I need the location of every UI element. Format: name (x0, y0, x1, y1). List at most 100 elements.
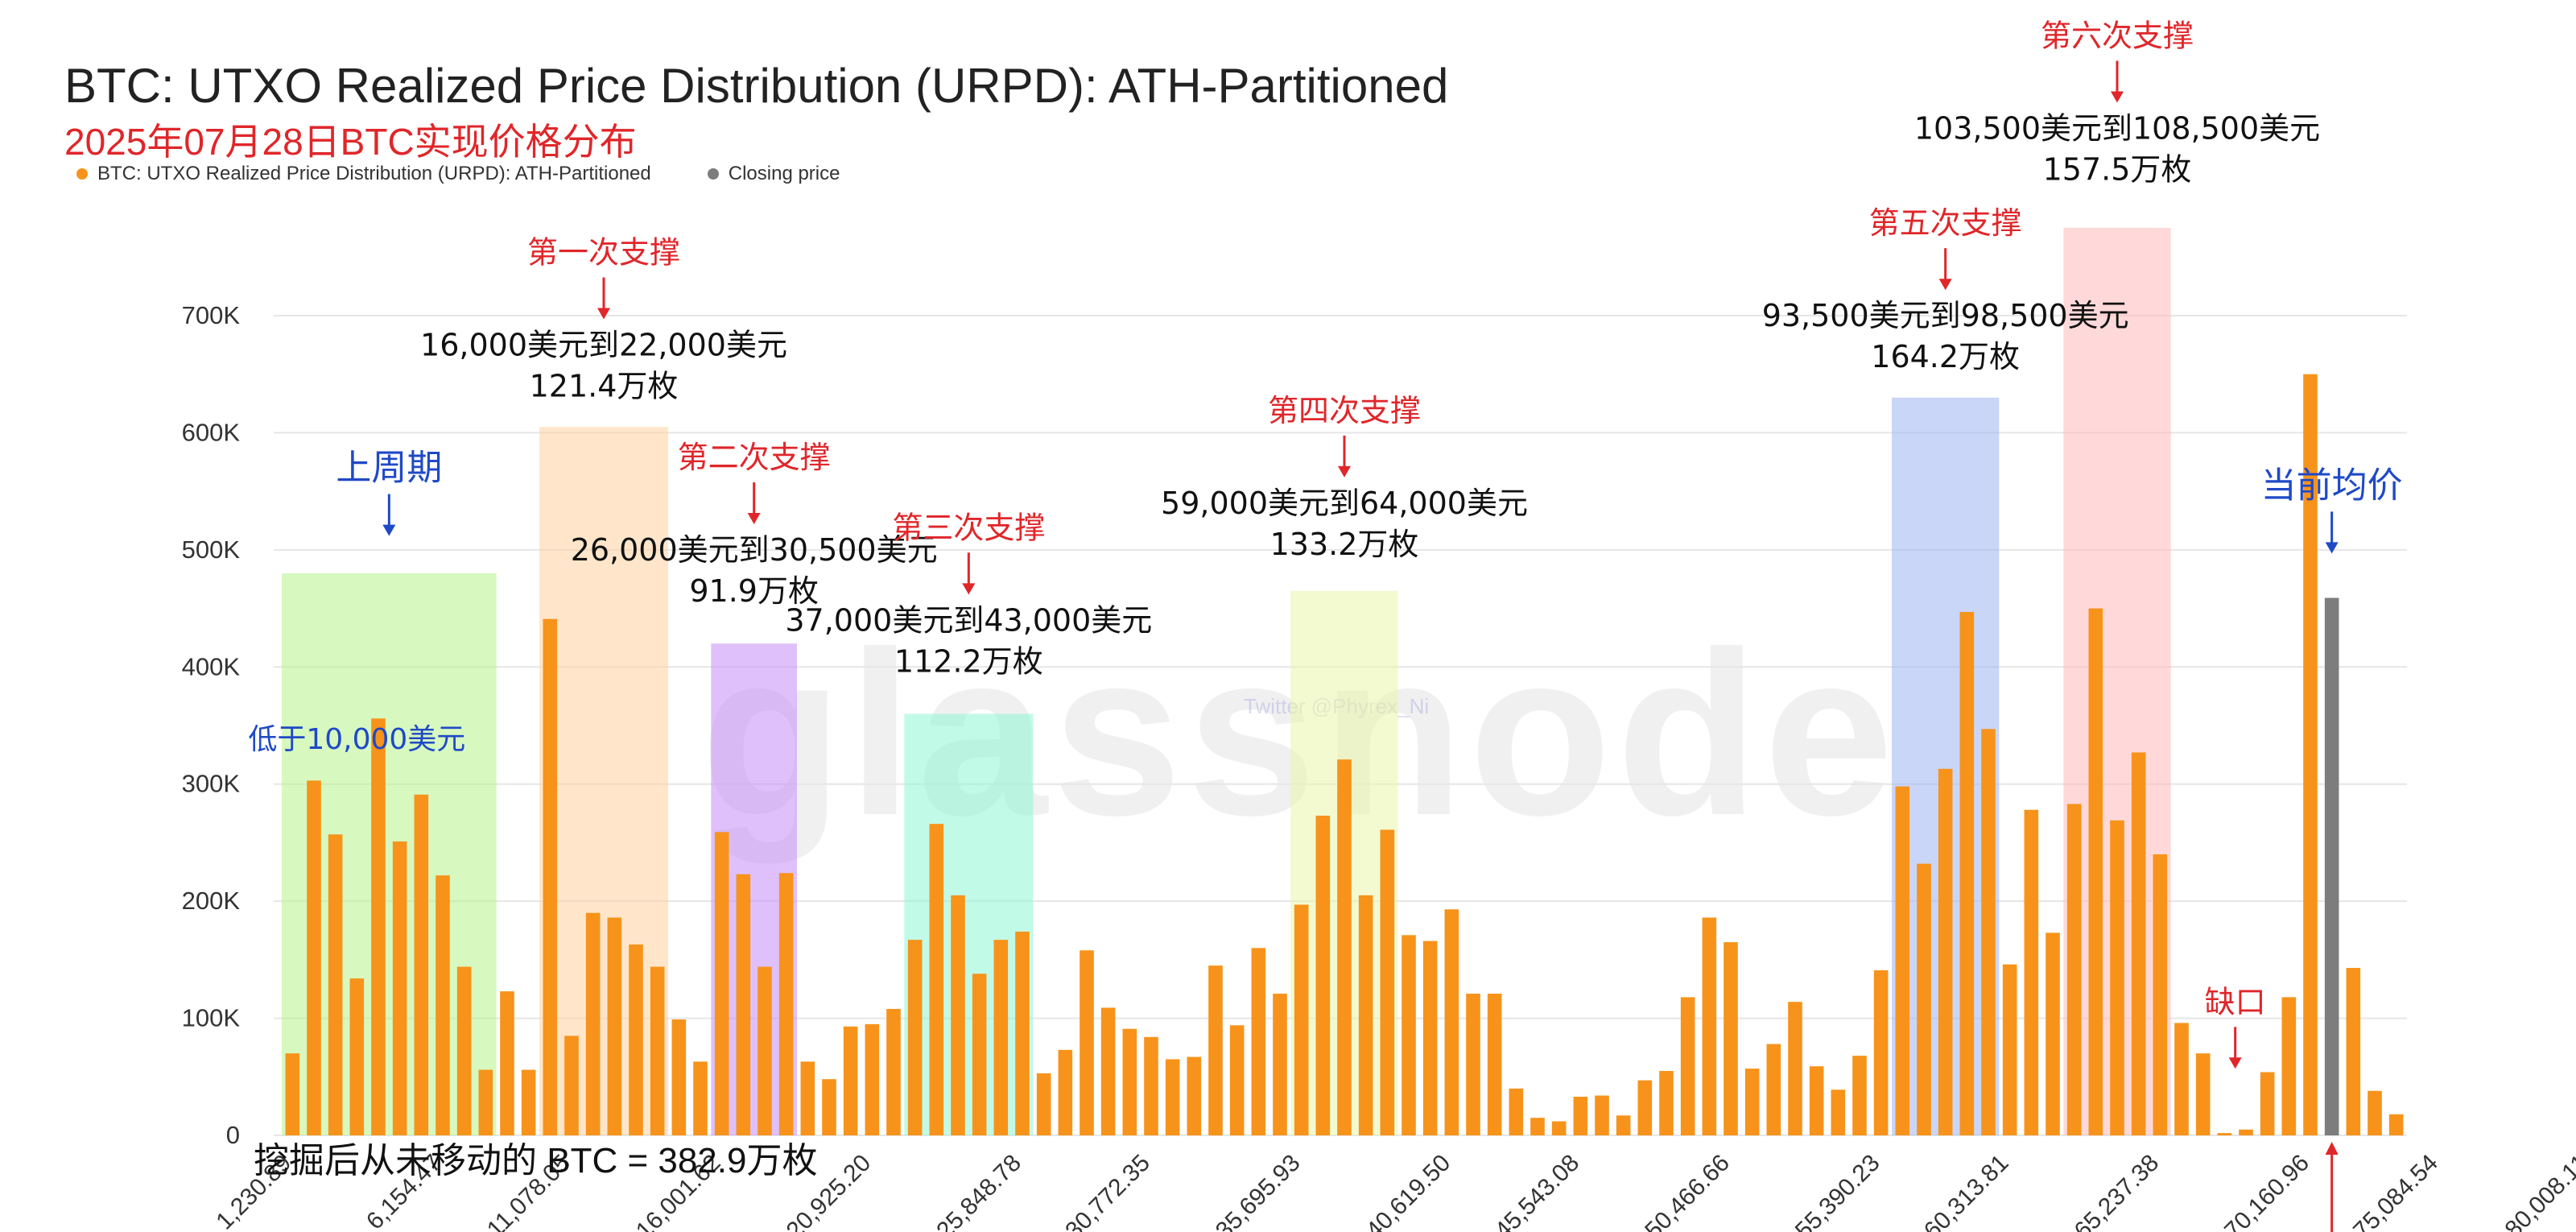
annotation-label: 当前均价 (2261, 465, 2403, 506)
bar (1852, 1056, 1867, 1135)
bar (1702, 917, 1717, 1135)
annotation-label: 第一次支撑 (527, 235, 680, 271)
bar (2046, 932, 2060, 1135)
legend-swatch-urpd (76, 168, 88, 180)
bar (1724, 942, 1738, 1135)
bar (2174, 1023, 2189, 1135)
bar (929, 824, 944, 1135)
support-zone (904, 713, 1034, 1135)
bar (1100, 1007, 1116, 1135)
annotation-arrowhead (2228, 1057, 2242, 1069)
bar (907, 940, 923, 1135)
bar (1917, 863, 1931, 1135)
annotation-arrowhead (382, 524, 396, 536)
bar (972, 974, 987, 1135)
bar (1422, 941, 1438, 1135)
x-tick-label: 25,848.78 (931, 1150, 1026, 1232)
y-tick-label: 700K (182, 301, 241, 329)
bar (714, 832, 729, 1135)
legend: BTC: UTXO Realized Price Distribution (U… (76, 163, 840, 185)
annotation-range: 26,000美元到30,500美元 (571, 532, 938, 568)
bar (1595, 1095, 1609, 1135)
legend-label-urpd: BTC: UTXO Realized Price Distribution (U… (97, 163, 651, 184)
bar (2303, 374, 2318, 1135)
bar (1788, 1002, 1802, 1135)
bar (436, 875, 450, 1135)
legend-item-closing-price[interactable]: Closing price (707, 163, 840, 185)
bar (1402, 935, 1416, 1135)
legend-label-closing-price: Closing price (728, 163, 840, 184)
y-tick-label: 600K (182, 418, 241, 446)
annotation-amount: 121.4万枚 (530, 369, 679, 404)
legend-item-urpd[interactable]: BTC: UTXO Realized Price Distribution (U… (76, 163, 651, 185)
bar (629, 944, 643, 1135)
bar (1122, 1028, 1137, 1135)
y-tick-label: 100K (182, 1004, 241, 1032)
bar (1959, 611, 1975, 1135)
bar (2110, 820, 2124, 1135)
bar (521, 1069, 536, 1135)
annotation-arrowhead (1338, 465, 1351, 478)
bar (865, 1023, 880, 1135)
bar (1229, 1025, 1245, 1135)
bar (1337, 759, 1352, 1135)
bar (1659, 1071, 1674, 1135)
bar (2260, 1072, 2275, 1135)
support-zone (539, 427, 668, 1135)
x-tick-label: 80,008.11 (2500, 1150, 2576, 1232)
x-tick-label: 40,619.50 (1361, 1150, 1456, 1232)
annotation-arrowhead (597, 308, 610, 320)
closing-price-arrowhead (2325, 1142, 2339, 1155)
bar (2368, 1090, 2382, 1135)
annotation-range: 37,000美元到43,000美元 (785, 602, 1152, 638)
y-tick-label: 400K (182, 652, 241, 680)
bar (1680, 997, 1695, 1135)
chart-subtitle: 2025年07月28日BTC实现价格分布 (64, 121, 637, 163)
bar (1315, 815, 1331, 1135)
bar (758, 966, 772, 1135)
annotation-label: 第三次支撑 (892, 510, 1045, 545)
bar (2066, 804, 2082, 1135)
annotation-amount: 91.9万枚 (689, 573, 819, 609)
bar (371, 718, 386, 1135)
annotation-range: 93,500美元到98,500美元 (1762, 298, 2129, 333)
bar (1487, 994, 1502, 1135)
bar (585, 912, 601, 1135)
x-tick-label: 50,466.66 (1640, 1150, 1735, 1232)
chart-title: BTC: UTXO Realized Price Distribution (U… (64, 59, 1449, 113)
bar (2088, 608, 2103, 1135)
bar (2002, 964, 2017, 1135)
bar (2195, 1053, 2211, 1135)
x-tick-label: 60,313.81 (1919, 1150, 2014, 1232)
bar (2388, 1114, 2404, 1135)
bar (1981, 729, 1996, 1135)
bar (2024, 809, 2039, 1135)
annotation-amount: 164.2万枚 (1871, 339, 2020, 374)
bar (2131, 752, 2146, 1135)
bar (1744, 1069, 1760, 1135)
bar (456, 966, 472, 1135)
bar (1251, 948, 1266, 1135)
bar (328, 834, 343, 1135)
bar (1058, 1049, 1073, 1135)
footer-note: 挖掘后从未移动的 BTC = 382.9万枚 (254, 1141, 818, 1180)
bar (2217, 1133, 2232, 1135)
annotation-label: 第六次支撑 (2041, 19, 2194, 54)
annotation-label: 第四次支撑 (1268, 393, 1421, 428)
bar (1873, 969, 1889, 1135)
x-tick-label: 70,160.96 (2219, 1150, 2314, 1232)
bar (1530, 1118, 1545, 1135)
annotation-label: 上周期 (336, 448, 442, 489)
annotation-label: 第二次支撑 (678, 440, 831, 475)
x-tick-label: 35,695.93 (1211, 1150, 1306, 1232)
legend-swatch-closing-price (707, 168, 719, 180)
annotation-arrowhead (747, 513, 761, 525)
bar (1637, 1080, 1653, 1135)
annotation-amount: 133.2万枚 (1270, 527, 1419, 562)
y-tick-label: 0 (226, 1121, 240, 1149)
annotation-label: 第五次支撑 (1869, 205, 2022, 241)
bar (414, 794, 429, 1135)
bar (1380, 829, 1395, 1135)
annotation-amount: 112.2万枚 (894, 643, 1043, 679)
